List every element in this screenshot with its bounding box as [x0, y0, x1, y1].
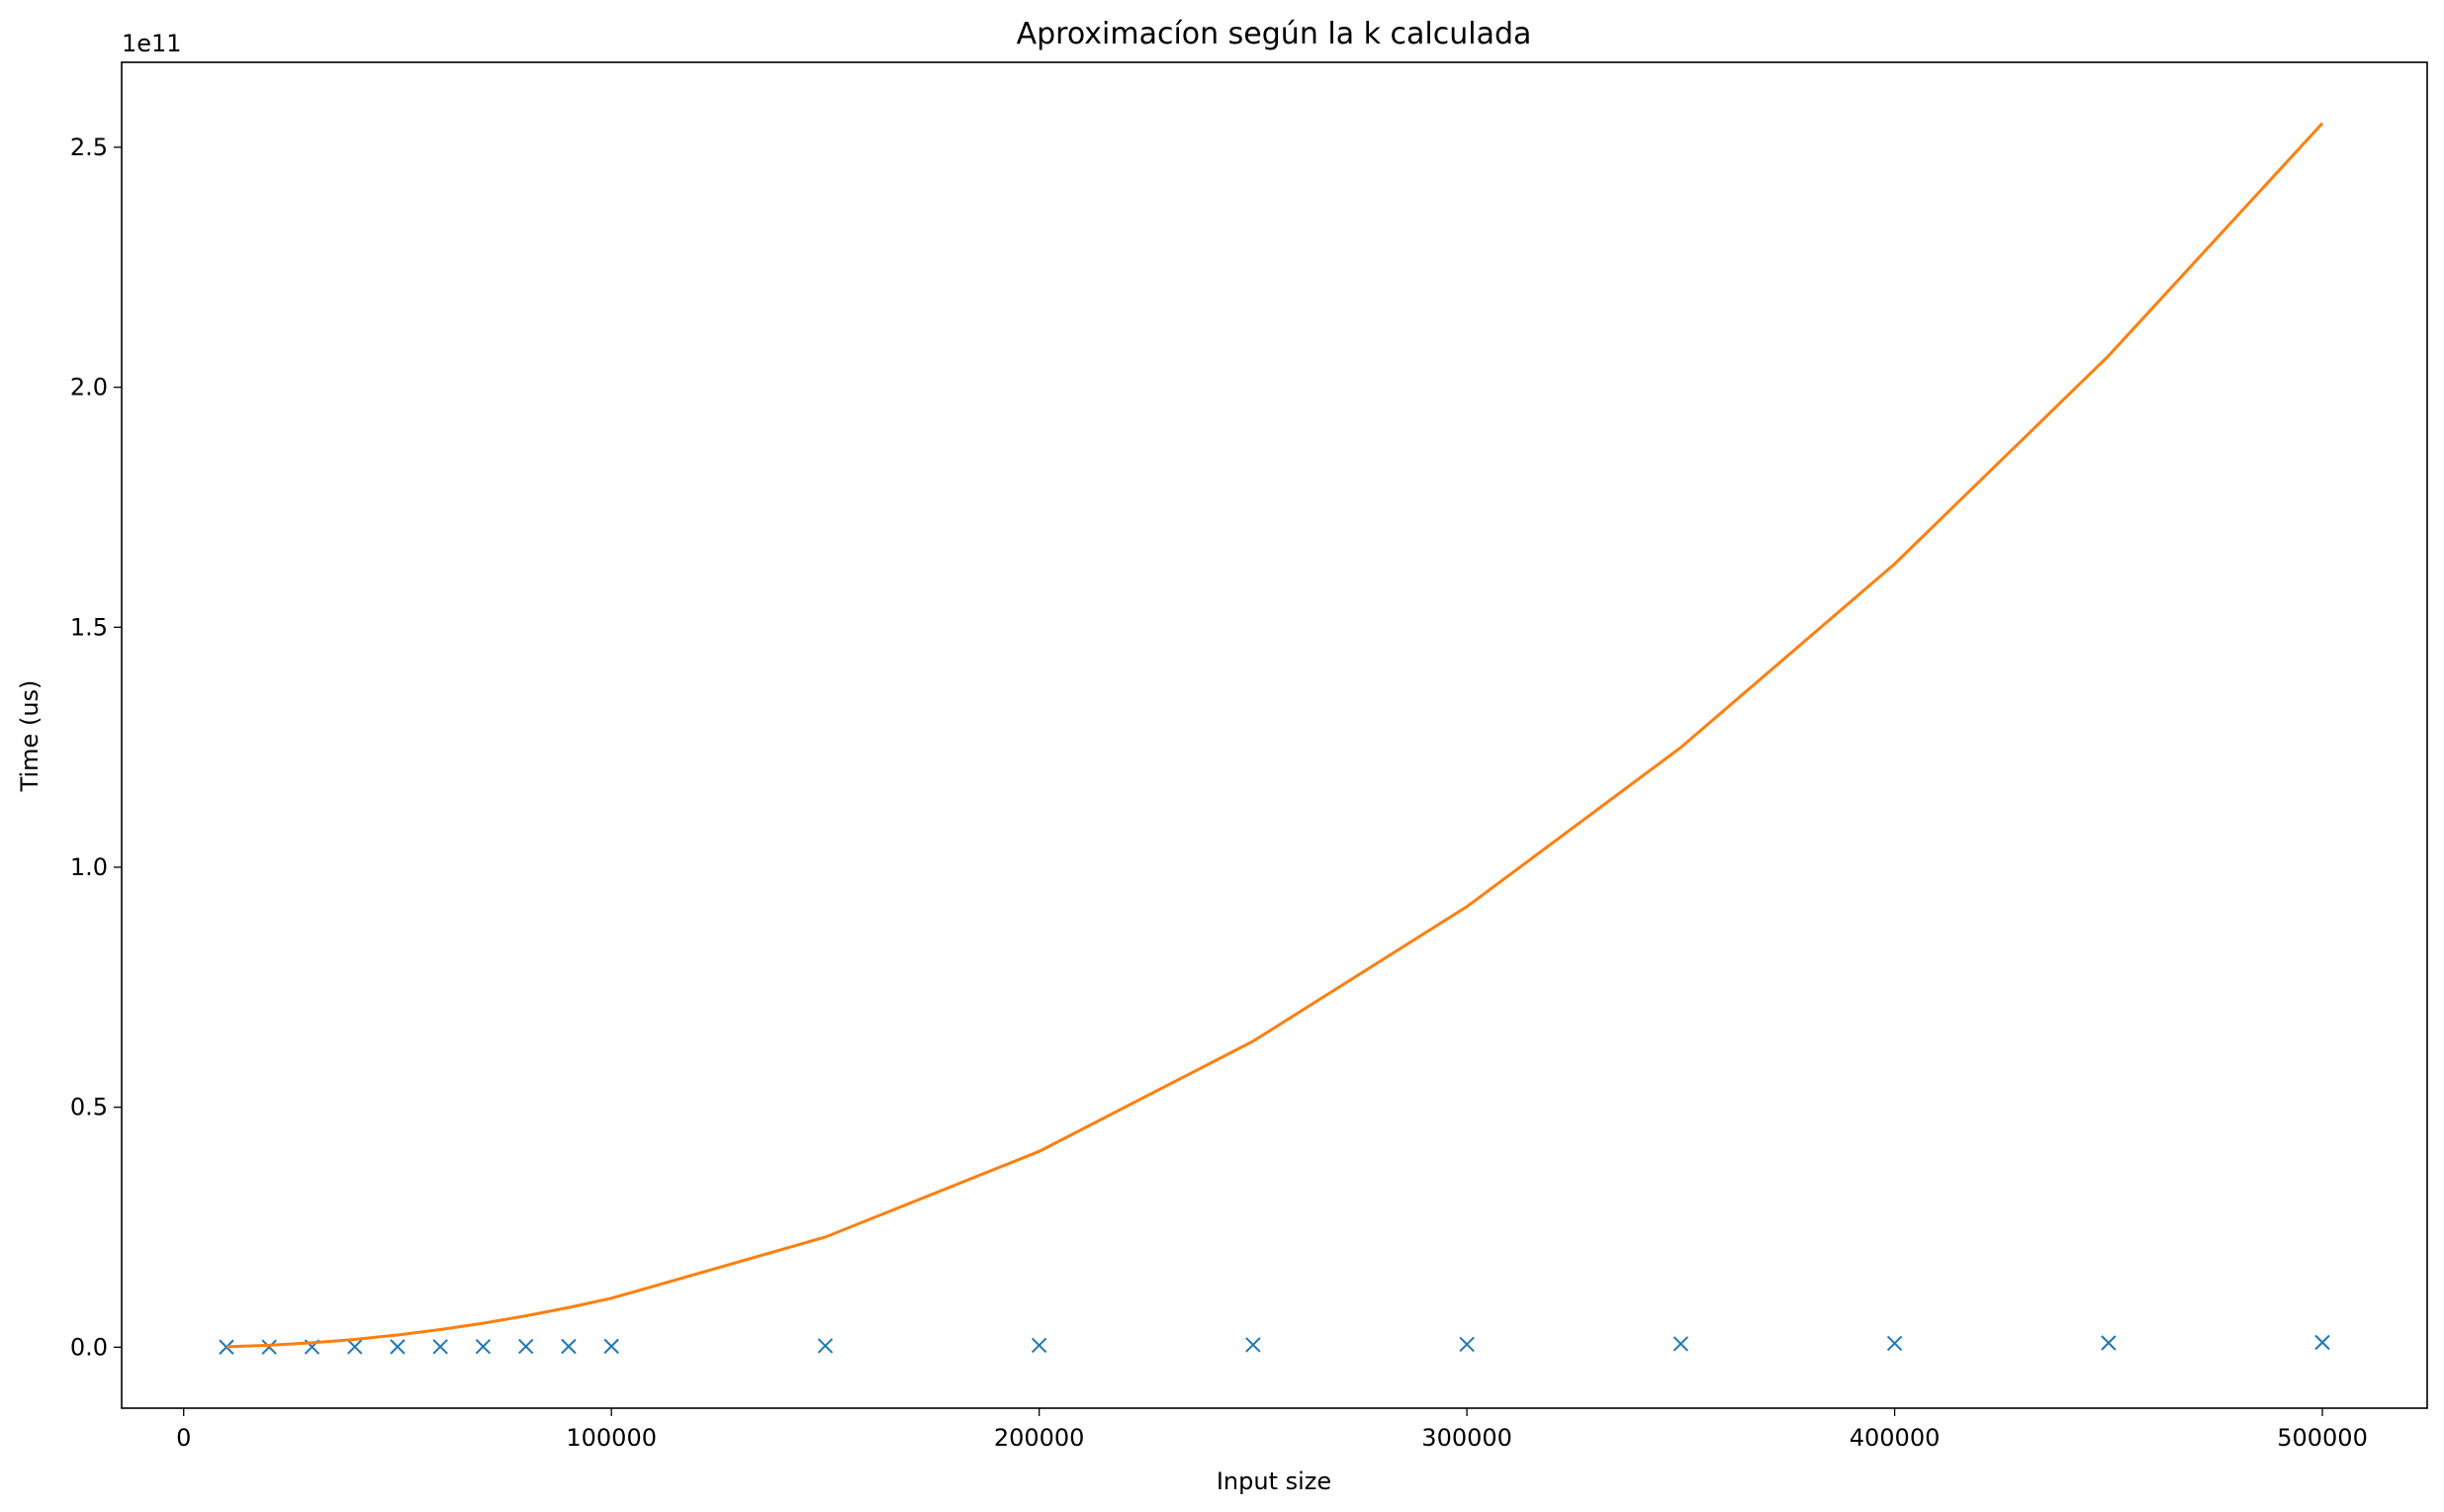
- x-marker: [561, 1338, 577, 1355]
- line-series: [226, 122, 2324, 1349]
- x-marker: [1031, 1337, 1047, 1354]
- x-marker: [2101, 1335, 2117, 1351]
- x-marker: [1459, 1336, 1475, 1353]
- y-tick-label: 0.0: [70, 1333, 108, 1361]
- x-tick-label: 500000: [2277, 1424, 2368, 1452]
- x-marker: [1673, 1336, 1689, 1352]
- y-tick-label: 2.0: [70, 374, 108, 401]
- x-marker: [817, 1338, 834, 1354]
- y-tick-label: 0.5: [70, 1094, 108, 1121]
- chart-title: Aproximacíon según la k calculada: [1017, 17, 1532, 51]
- x-marker: [1245, 1337, 1261, 1353]
- x-marker: [2314, 1334, 2330, 1351]
- y-tick-label: 1.0: [70, 853, 108, 881]
- x-marker: [261, 1339, 277, 1355]
- x-marker: [390, 1339, 406, 1355]
- x-tick-label: 400000: [1850, 1424, 1941, 1452]
- x-axis-label: Input size: [1217, 1468, 1331, 1495]
- x-tick-label: 0: [176, 1424, 191, 1452]
- y-axis-label: Time (us): [16, 680, 44, 793]
- x-tick-label: 200000: [994, 1424, 1085, 1452]
- y-tick-label: 1.5: [70, 613, 108, 641]
- x-marker: [517, 1338, 534, 1355]
- y-tick-label: 2.5: [70, 133, 108, 161]
- x-marker: [219, 1339, 234, 1355]
- x-marker: [432, 1339, 448, 1355]
- x-tick-label: 300000: [1421, 1424, 1512, 1452]
- x-tick-label: 100000: [566, 1424, 657, 1452]
- y-offset-label: 1e11: [122, 30, 182, 57]
- x-marker: [346, 1339, 363, 1355]
- x-marker: [1886, 1335, 1903, 1352]
- x-marker: [603, 1338, 619, 1355]
- plot-frame: [121, 61, 2428, 1409]
- x-marker: [475, 1338, 492, 1355]
